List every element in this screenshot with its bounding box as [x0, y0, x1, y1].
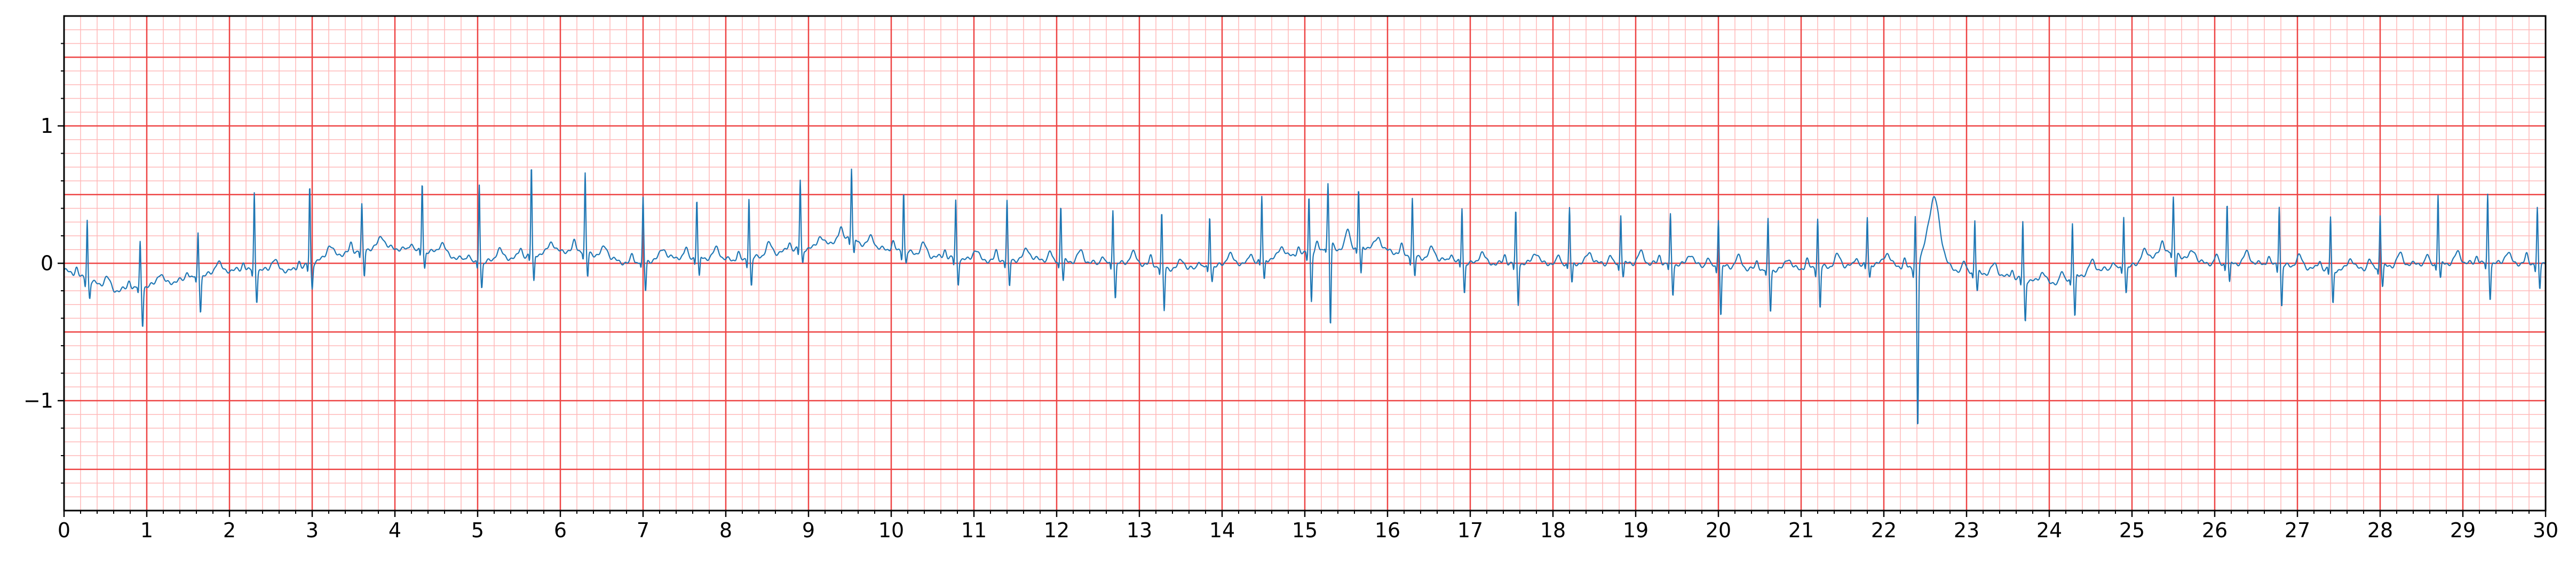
x-tick-label: 15: [1292, 519, 1318, 542]
y-axis: −1 0 1: [23, 43, 64, 484]
x-tick-label: 11: [961, 519, 987, 542]
x-tick-label: 16: [1375, 519, 1400, 542]
major-grid: [63, 16, 2547, 511]
x-tick-label: 8: [719, 519, 732, 542]
x-tick-label: 28: [2367, 519, 2393, 542]
x-tick-label: 26: [2202, 519, 2228, 542]
x-tick-label: 9: [802, 519, 815, 542]
x-axis: 0 1 2 3 4 5 6 7 8 9 10 11 12 13 14 15 16 17 18 19 20 21 22 23 24…: [58, 511, 2558, 542]
x-tick-label: 7: [637, 519, 649, 542]
x-tick-label: 29: [2450, 519, 2476, 542]
x-tick-label: 3: [306, 519, 319, 542]
x-tick-label: 20: [1706, 519, 1731, 542]
x-tick-label: 5: [471, 519, 484, 542]
x-tick-label: 2: [223, 519, 236, 542]
x-tick-label: 1: [140, 519, 153, 542]
series-layer: [64, 168, 2546, 425]
x-tick-label: 19: [1623, 519, 1648, 542]
x-tick-label: 18: [1540, 519, 1566, 542]
x-tick-label: 14: [1209, 519, 1235, 542]
x-tick-label: 6: [554, 519, 567, 542]
x-tick-label: 30: [2533, 519, 2558, 542]
x-tick-label: 21: [1788, 519, 1814, 542]
x-tick-label: 13: [1127, 519, 1152, 542]
x-tick-label: 23: [1954, 519, 1979, 542]
x-tick-label: 10: [878, 519, 904, 542]
x-tick-label: 25: [2119, 519, 2145, 542]
x-tick-label: 4: [389, 519, 401, 542]
ecg-signal-line: [64, 168, 2546, 425]
y-tick-label: 1: [41, 114, 53, 138]
y-tick-label: −1: [23, 389, 53, 412]
x-tick-label: 17: [1457, 519, 1483, 542]
y-tick-label: 0: [41, 252, 53, 275]
x-tick-label: 12: [1044, 519, 1069, 542]
x-tick-label: 27: [2285, 519, 2310, 542]
x-tick-label: 22: [1871, 519, 1897, 542]
x-tick-label: 0: [58, 519, 70, 542]
x-tick-label: 24: [2036, 519, 2062, 542]
